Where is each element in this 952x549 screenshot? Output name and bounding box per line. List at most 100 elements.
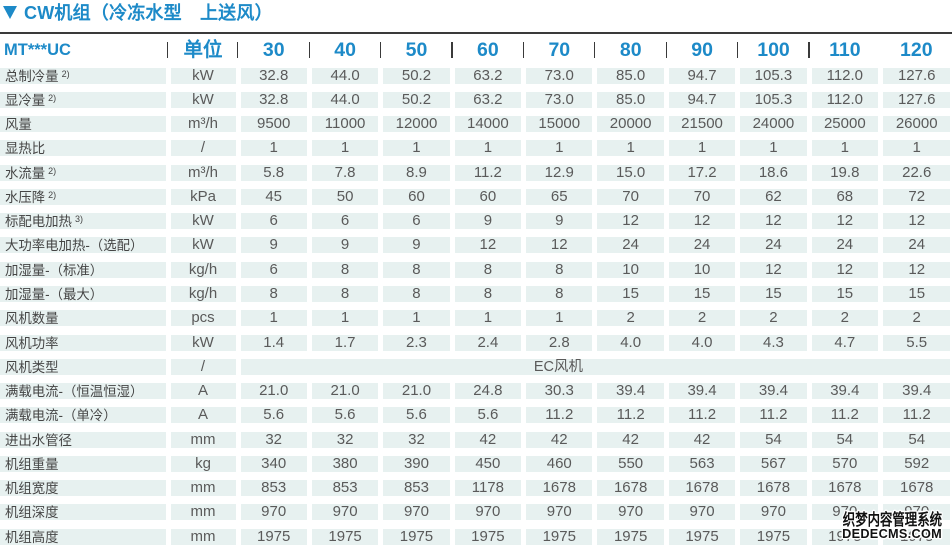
- row-label-cell: 加湿量-（标准）: [0, 261, 166, 278]
- cell-value: 9: [340, 237, 350, 254]
- row-unit: kW: [192, 334, 214, 351]
- value-cell: 570: [811, 455, 879, 472]
- cell-value: 12: [765, 261, 782, 278]
- value-cell: 1: [668, 140, 736, 157]
- cell-value: 2.4: [477, 334, 499, 351]
- cell-value: 2.8: [548, 334, 570, 351]
- row-unit-cell: /: [170, 358, 236, 375]
- row-label: 显冷量 2): [5, 92, 57, 108]
- value-cell: 2.3: [383, 334, 450, 351]
- header-separator: [237, 42, 239, 58]
- cell-value: 7.8: [334, 164, 356, 181]
- cell-value: 54: [836, 431, 854, 448]
- value-cell: 1: [454, 140, 522, 157]
- value-cell: 22.6: [883, 164, 951, 181]
- value-cell: 2.8: [526, 334, 593, 351]
- value-cell: 12: [526, 237, 593, 254]
- value-cell: 970: [526, 504, 593, 521]
- cell-value: 65: [550, 188, 568, 205]
- header-size-90: 90: [691, 39, 713, 61]
- value-cell: 12: [811, 213, 879, 230]
- value-cell: 24: [811, 237, 879, 254]
- cell-value: 11.2: [830, 407, 859, 424]
- value-cell: 1: [383, 310, 450, 327]
- cell-value: 1: [555, 310, 564, 327]
- value-cell: 15: [740, 285, 807, 302]
- value-cell: 63.2: [454, 67, 522, 84]
- cell-value: 15: [693, 285, 711, 302]
- cell-value: 24000: [752, 116, 795, 133]
- value-cell: 1678: [597, 480, 664, 497]
- value-cell: 24.8: [454, 383, 522, 400]
- value-cell: 12: [740, 261, 807, 278]
- cell-value: 5.5: [906, 334, 928, 351]
- value-cell: 1975: [740, 528, 807, 545]
- row-label: 满载电流-（单冷）: [5, 408, 117, 424]
- row-label-cell: 加湿量-（最大）: [0, 285, 166, 302]
- value-cell: 70: [668, 188, 736, 205]
- row-unit: /: [200, 140, 206, 157]
- value-cell: 6: [240, 213, 307, 230]
- value-cell: 24000: [740, 116, 807, 133]
- value-cell: 4.7: [811, 334, 879, 351]
- value-cell: 60: [383, 188, 450, 205]
- cell-value: 42: [550, 431, 568, 448]
- cell-value: 853: [403, 480, 429, 497]
- cell-value: 1: [555, 140, 564, 157]
- cell-value: 1678: [900, 480, 934, 497]
- cell-value: 85.0: [616, 91, 646, 108]
- value-cell: 1678: [740, 480, 807, 497]
- cell-value: 12: [550, 237, 568, 254]
- value-cell: 12: [740, 213, 807, 230]
- header-separator: [808, 42, 810, 58]
- cell-value: 2: [840, 310, 849, 327]
- row-label-cell: 标配电加热 3): [0, 213, 166, 230]
- value-cell: 32.8: [240, 91, 307, 108]
- value-cell: 94.7: [668, 67, 736, 84]
- cell-value: 1: [626, 140, 635, 157]
- value-cell: 11.2: [740, 407, 807, 424]
- cell-value: 11.2: [616, 407, 645, 424]
- cell-value: 12: [908, 261, 926, 278]
- header-size-60: 60: [477, 39, 499, 61]
- cell-value: 105.3: [754, 91, 793, 108]
- cell-value: 60: [479, 188, 497, 205]
- cell-value: 6: [340, 213, 350, 230]
- cell-value: 1975: [257, 528, 291, 545]
- cell-value: 1.7: [334, 334, 356, 351]
- value-cell: 14000: [454, 116, 522, 133]
- row-label-cell: 机组高度: [0, 528, 166, 545]
- cell-value: 1: [483, 310, 493, 327]
- value-cell: 5.5: [883, 334, 951, 351]
- value-cell: 9: [311, 237, 379, 254]
- value-cell: 12000: [383, 116, 450, 133]
- row-label: 水压降 2): [5, 189, 57, 205]
- cell-value: 70: [622, 188, 639, 205]
- value-cell: 9500: [240, 116, 307, 133]
- value-cell: 10: [597, 261, 664, 278]
- row-label-cell: 水流量 2): [0, 164, 166, 181]
- value-cell: 1.7: [311, 334, 379, 351]
- value-cell: 112.0: [811, 91, 879, 108]
- value-cell: 85.0: [597, 91, 664, 108]
- row-unit: kW: [192, 67, 214, 84]
- section-title-text: CW机组（冷冻水型 上送风）: [24, 3, 273, 23]
- row-label-footnote: 2): [48, 189, 57, 200]
- row-unit-cell: pcs: [170, 310, 236, 327]
- cell-value: 970: [618, 504, 644, 521]
- cell-value: 970: [261, 504, 287, 521]
- value-cell: 1: [240, 310, 307, 327]
- value-cell: 970: [740, 504, 807, 521]
- cell-value: 340: [261, 455, 287, 472]
- row-unit-cell: kPa: [170, 188, 236, 205]
- value-cell: 1975: [668, 528, 736, 545]
- cell-value: 2: [912, 310, 921, 327]
- row-unit-cell: mm: [170, 431, 236, 448]
- cell-value: 63.2: [473, 67, 503, 84]
- row-label: 机组深度: [5, 505, 59, 521]
- cell-value: 68: [836, 188, 854, 205]
- value-cell: 24: [668, 237, 736, 254]
- cell-value: 8: [483, 285, 493, 302]
- value-cell: 8: [311, 285, 379, 302]
- cell-value: 853: [332, 480, 358, 497]
